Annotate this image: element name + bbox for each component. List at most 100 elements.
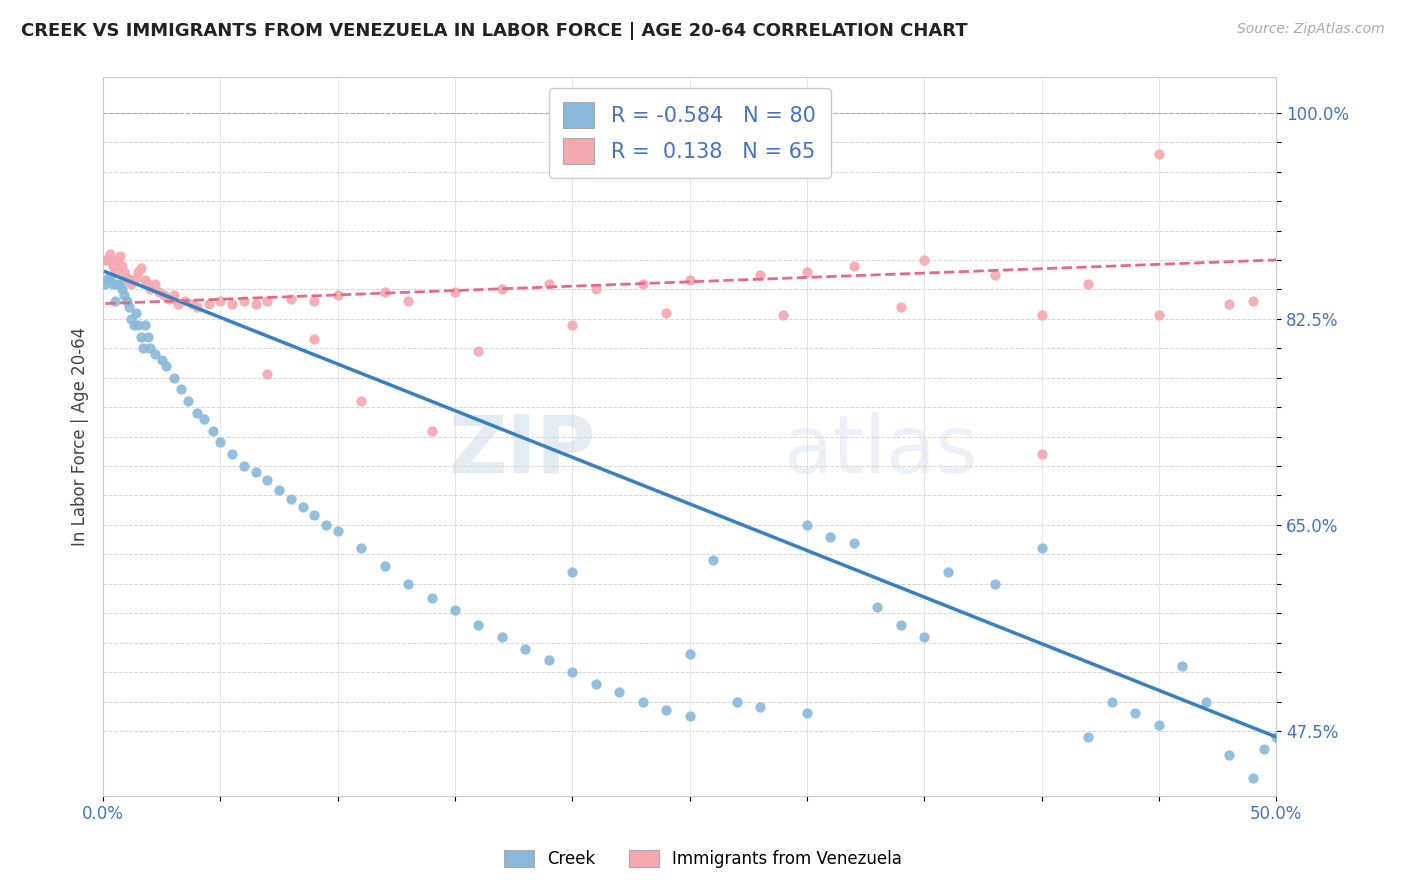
Point — [1241, 771, 1264, 785]
Point — [97, 252, 120, 267]
Point — [105, 252, 128, 267]
Point — [1077, 730, 1099, 744]
Point — [280, 491, 302, 506]
Point — [127, 318, 149, 332]
Point — [537, 277, 560, 291]
Point — [134, 318, 156, 332]
Point — [1218, 747, 1240, 762]
Point — [350, 541, 373, 556]
Point — [585, 282, 607, 296]
Point — [420, 591, 443, 605]
Point — [796, 517, 818, 532]
Point — [94, 252, 117, 267]
Point — [139, 341, 162, 355]
Point — [209, 294, 232, 309]
Point — [150, 353, 173, 368]
Point — [678, 273, 700, 287]
Point — [176, 394, 198, 409]
Point — [245, 296, 267, 310]
Point — [678, 708, 700, 723]
Point — [702, 553, 724, 567]
Legend: Creek, Immigrants from Venezuela: Creek, Immigrants from Venezuela — [498, 843, 908, 875]
Point — [291, 500, 314, 515]
Point — [561, 318, 583, 332]
Text: Source: ZipAtlas.com: Source: ZipAtlas.com — [1237, 22, 1385, 37]
Point — [129, 261, 152, 276]
Point — [467, 343, 489, 358]
Point — [796, 706, 818, 721]
Point — [1077, 277, 1099, 291]
Point — [120, 311, 142, 326]
Point — [491, 282, 513, 296]
Point — [232, 458, 254, 473]
Point — [136, 277, 159, 291]
Point — [157, 292, 180, 306]
Point — [134, 273, 156, 287]
Point — [537, 653, 560, 667]
Point — [162, 288, 184, 302]
Point — [132, 341, 155, 355]
Point — [374, 285, 396, 299]
Point — [725, 694, 748, 708]
Point — [585, 677, 607, 691]
Point — [561, 565, 583, 579]
Point — [111, 282, 134, 296]
Point — [139, 282, 162, 296]
Point — [1265, 730, 1288, 744]
Point — [655, 306, 678, 320]
Point — [315, 517, 337, 532]
Point — [111, 259, 134, 273]
Point — [280, 292, 302, 306]
Point — [108, 277, 131, 291]
Point — [94, 277, 117, 291]
Point — [890, 618, 912, 632]
Point — [120, 277, 142, 291]
Point — [118, 300, 141, 314]
Point — [1147, 308, 1170, 322]
Point — [101, 259, 124, 273]
Point — [143, 347, 166, 361]
Point — [396, 294, 419, 309]
Point — [890, 300, 912, 314]
Legend: R = -0.584   N = 80, R =  0.138   N = 65: R = -0.584 N = 80, R = 0.138 N = 65 — [548, 87, 831, 178]
Point — [186, 406, 208, 420]
Point — [256, 367, 278, 381]
Point — [245, 465, 267, 479]
Y-axis label: In Labor Force | Age 20-64: In Labor Force | Age 20-64 — [72, 327, 89, 546]
Point — [983, 576, 1005, 591]
Point — [631, 277, 654, 291]
Point — [127, 265, 149, 279]
Point — [148, 285, 170, 299]
Point — [153, 288, 176, 302]
Point — [112, 265, 135, 279]
Point — [108, 249, 131, 263]
Point — [186, 300, 208, 314]
Point — [515, 641, 537, 656]
Point — [209, 435, 232, 450]
Point — [607, 685, 630, 699]
Text: CREEK VS IMMIGRANTS FROM VENEZUELA IN LABOR FORCE | AGE 20-64 CORRELATION CHART: CREEK VS IMMIGRANTS FROM VENEZUELA IN LA… — [21, 22, 967, 40]
Point — [104, 265, 127, 279]
Point — [122, 318, 145, 332]
Point — [181, 296, 204, 310]
Point — [169, 383, 191, 397]
Point — [115, 294, 138, 309]
Point — [232, 294, 254, 309]
Point — [983, 268, 1005, 283]
Point — [155, 359, 177, 373]
Point — [1253, 741, 1275, 756]
Point — [104, 294, 127, 309]
Point — [326, 524, 349, 538]
Point — [842, 535, 865, 549]
Point — [125, 270, 148, 285]
Point — [125, 306, 148, 320]
Point — [304, 332, 326, 346]
Point — [118, 273, 141, 287]
Point — [1195, 694, 1218, 708]
Point — [304, 294, 326, 309]
Point — [420, 424, 443, 438]
Point — [1031, 447, 1053, 461]
Point — [221, 447, 243, 461]
Point — [1241, 294, 1264, 309]
Point — [1147, 147, 1170, 161]
